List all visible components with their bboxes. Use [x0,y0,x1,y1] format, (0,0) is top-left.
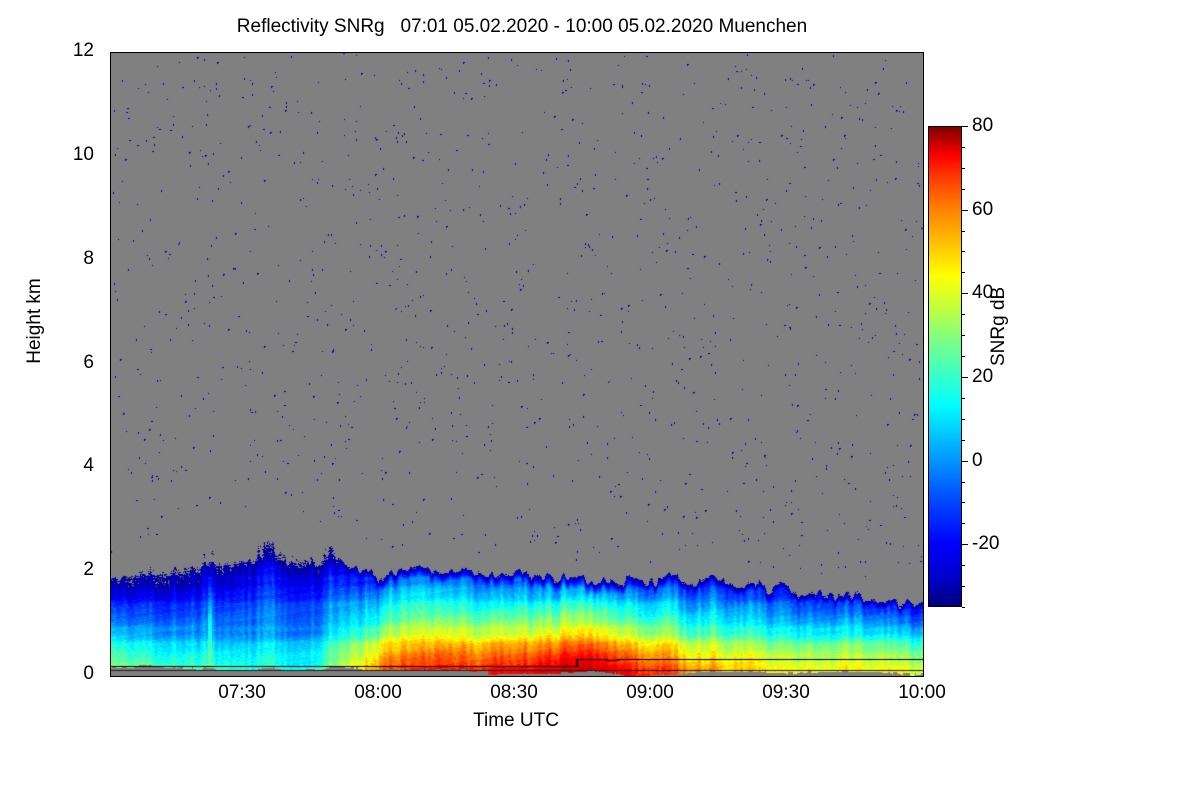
colorbar-tick-minor [962,607,965,608]
colorbar-tick-major [962,461,968,462]
colorbar-tick-minor [962,482,965,483]
y-tick-label: 0 [83,663,94,684]
x-tick-label: 10:00 [898,682,946,703]
colorbar-tick-label: -20 [972,533,1000,554]
colorbar-tick-major [962,293,968,294]
colorbar: 80 60 40 20 0 -20 [928,115,999,608]
colorbar-tick-minor [962,356,965,357]
colorbar-tick-major [962,377,968,378]
page-title: Reflectivity SNRg 07:01 05.02.2020 - 10:… [236,16,808,37]
y-tick-label: 10 [72,144,94,165]
colorbar-tick-label: 20 [972,366,994,387]
x-axis-label: Time UTC [473,710,559,731]
colorbar-tick-minor [962,502,965,503]
colorbar-tick-minor [962,586,965,587]
y-tick-label: 6 [83,352,94,373]
x-tick-label: 07:30 [218,682,266,703]
x-tick-label: 09:00 [626,682,674,703]
colorbar-tick-minor [962,565,965,566]
colorbar-tick-major [962,544,968,545]
colorbar-tick-minor [962,335,965,336]
colorbar-tick-minor [962,231,965,232]
colorbar-tick-label: 60 [972,199,994,220]
colorbar-tick-label: 0 [972,450,983,471]
colorbar-gradient [928,126,962,607]
x-tick-label: 09:30 [762,682,810,703]
colorbar-label: SNRg dB [988,286,1009,366]
colorbar-tick-major [962,210,968,211]
y-tick-label: 12 [72,40,94,61]
colorbar-tick-label: 80 [972,115,994,136]
colorbar-tick-minor [962,398,965,399]
heatmap-canvas [111,53,923,676]
colorbar-tick-minor [962,251,965,252]
colorbar-tick-minor [962,147,965,148]
y-tick-label: 2 [83,559,94,580]
colorbar-tick-minor [962,440,965,441]
x-tick-label: 08:30 [490,682,538,703]
colorbar-tick-minor [962,523,965,524]
colorbar-tick-label: 40 [972,282,994,303]
y-tick-label: 8 [83,248,94,269]
x-tick-label: 08:00 [354,682,402,703]
colorbar-tick-minor [962,189,965,190]
y-tick-label: 4 [83,455,94,476]
heatmap-plot-area [110,52,924,677]
colorbar-tick-major [962,126,968,127]
colorbar-tick-minor [962,168,965,169]
colorbar-tick-minor [962,314,965,315]
y-axis-label: Height km [23,278,45,364]
colorbar-tick-minor [962,419,965,420]
colorbar-tick-minor [962,272,965,273]
